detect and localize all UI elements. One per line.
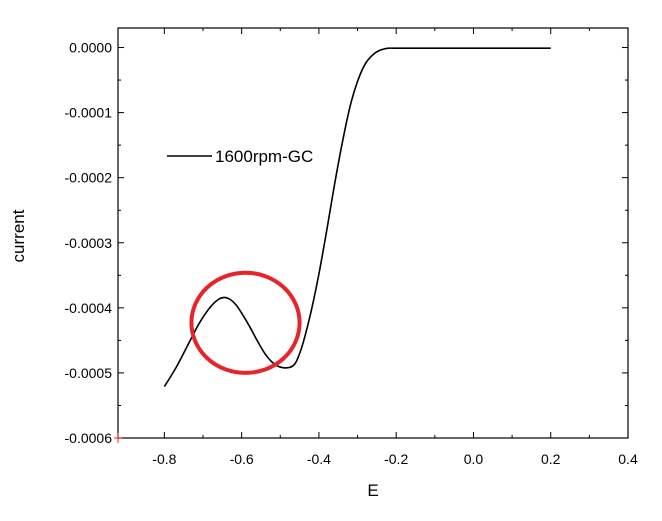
x-tick-label: 0.2: [541, 451, 561, 467]
series-line: [163, 47, 551, 388]
legend: 1600rpm-GC: [167, 147, 313, 166]
y-axis-title: current: [9, 209, 28, 262]
legend-label: 1600rpm-GC: [215, 147, 313, 166]
y-tick-label: -0.0004: [65, 300, 113, 316]
x-tick-label: 0.0: [464, 451, 484, 467]
x-tick-label: -0.6: [230, 451, 254, 467]
y-axis-ticks: 0.0000 -0.0001 -0.0002 -0.0003 -0.0004 -0.000…: [65, 40, 628, 446]
annotation-layer: [189, 270, 302, 375]
series-layer: [163, 47, 551, 388]
y-tick-label: 0.0000: [69, 40, 112, 56]
x-axis-title: E: [367, 481, 378, 500]
y-tick-label: -0.0005: [65, 365, 113, 381]
y-tick-label: -0.0002: [65, 170, 113, 186]
x-tick-label: -0.2: [384, 451, 408, 467]
x-tick-label: 0.4: [618, 451, 638, 467]
x-tick-label: -0.4: [307, 451, 331, 467]
y-tick-label: -0.0006: [65, 430, 113, 446]
x-axis-ticks: -0.8 -0.6 -0.4 -0.2 0.0 0.2 0.4: [152, 28, 638, 467]
highlight-ellipse: [189, 270, 302, 375]
x-tick-label: -0.8: [152, 451, 176, 467]
plot-frame: [117, 27, 629, 439]
y-tick-label: -0.0003: [65, 235, 113, 251]
y-tick-label: -0.0001: [65, 105, 113, 121]
